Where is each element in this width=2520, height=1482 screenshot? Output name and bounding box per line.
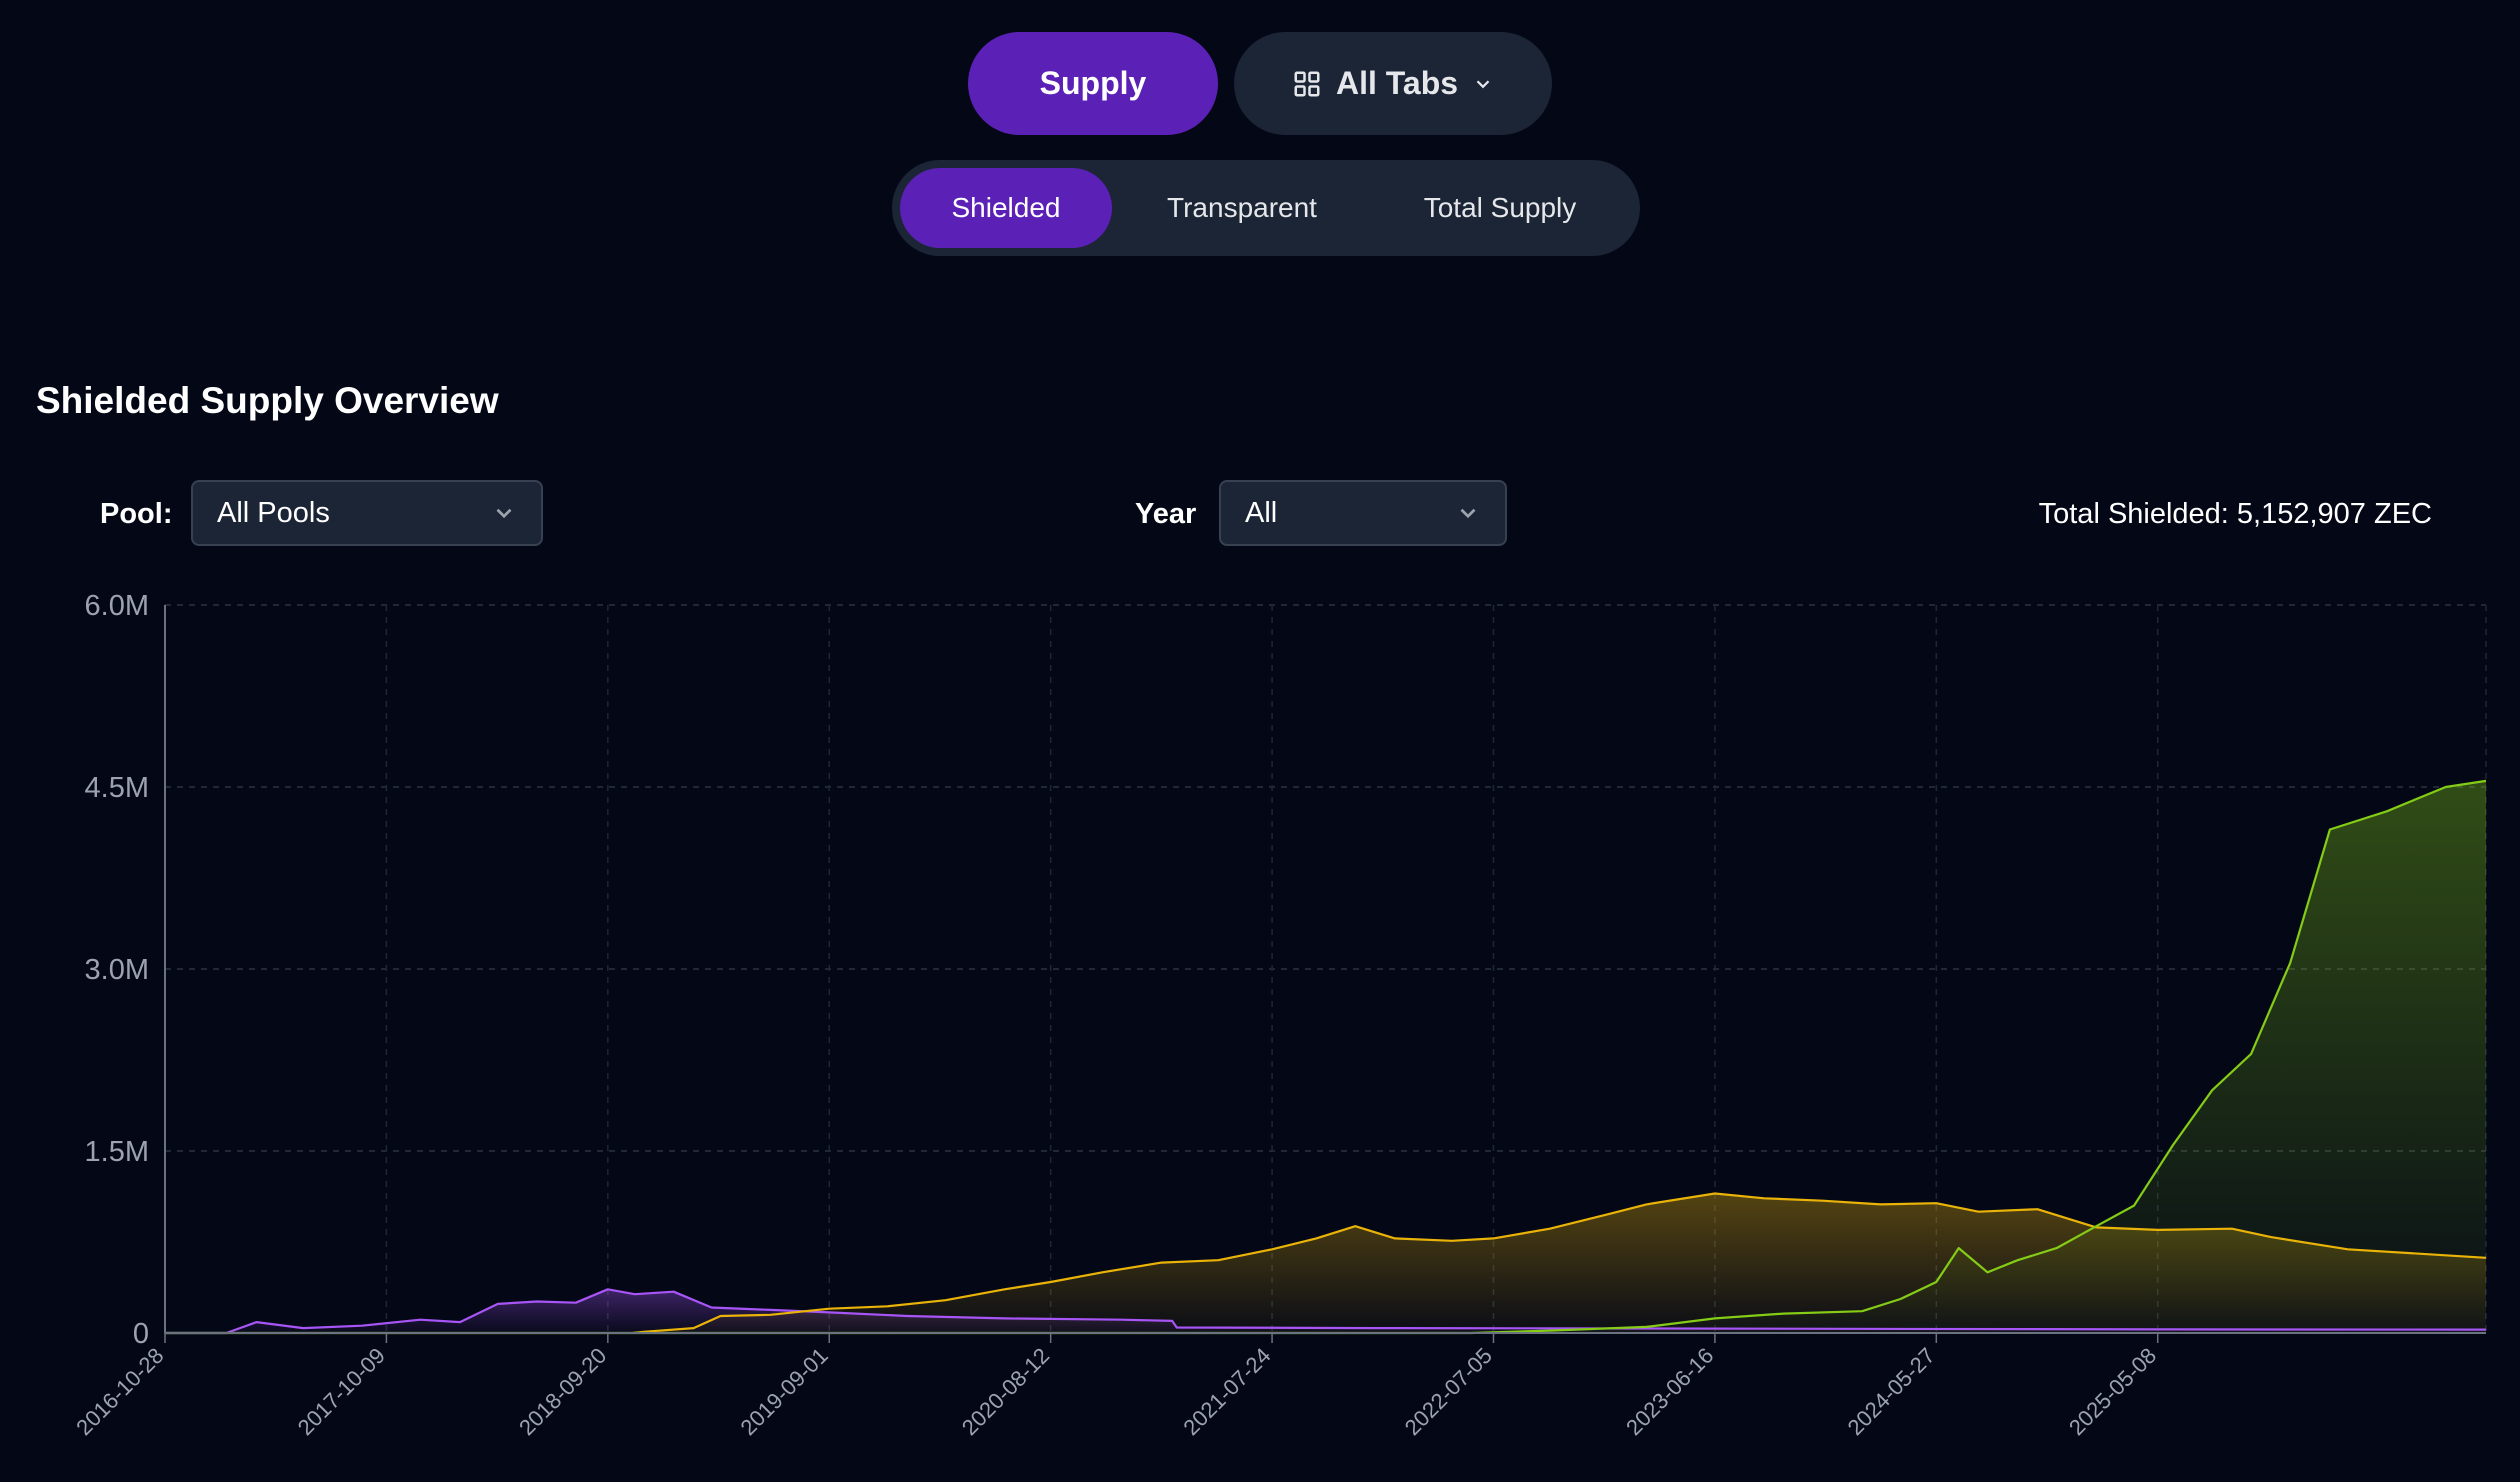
x-tick-label: 2019-09-01 [736, 1343, 833, 1440]
series-line-1 [632, 1192, 2487, 1335]
x-tick-label: 2016-10-28 [71, 1343, 168, 1440]
x-tick-label: 2025-05-08 [2064, 1343, 2161, 1440]
all-tabs-button[interactable]: All Tabs [1234, 32, 1552, 135]
x-tick-label: 2022-07-05 [1400, 1343, 1497, 1440]
series-line-0 [165, 1288, 2487, 1335]
all-tabs-label: All Tabs [1335, 65, 1459, 101]
x-tick-label: 2021-07-24 [1178, 1343, 1275, 1440]
grid-icon [1294, 71, 1320, 96]
series-line-2 [165, 779, 2487, 1335]
x-tick-label: 2020-08-12 [957, 1343, 1054, 1440]
chevron-down-icon [1460, 508, 1476, 519]
y-tick-label: 0 [133, 1318, 149, 1350]
tab-shielded[interactable]: Shielded [900, 168, 1112, 248]
section-title: Shielded Supply Overview [36, 380, 499, 421]
shielded-supply-chart: 0 1.5M 3.0M 4.5M 6.0M 2016-10-28 2017-10-09 201… [71, 590, 2487, 1440]
year-filter-label: Year [1135, 498, 1197, 530]
top-nav: Supply All Tabs [0, 32, 2520, 135]
year-select[interactable]: All [1219, 480, 1507, 546]
year-select-value: All [1245, 496, 1278, 529]
tab-total-supply[interactable]: Total Supply [1423, 192, 1577, 223]
y-tick-label: 6.0M [85, 590, 149, 622]
x-tick-label: 2024-05-27 [1843, 1343, 1940, 1440]
supply-button[interactable]: Supply [968, 32, 1218, 135]
series-area-2 [165, 780, 2486, 1333]
pool-filter-label: Pool: [100, 498, 173, 530]
tab-transparent[interactable]: Transparent [1167, 192, 1317, 223]
chevron-down-icon [496, 508, 512, 519]
total-shielded-readout: Total Shielded: 5,152,907 ZEC [2038, 498, 2432, 530]
y-tick-label: 4.5M [85, 772, 149, 804]
pool-select[interactable]: All Pools [191, 480, 543, 546]
x-tick-label: 2018-09-20 [514, 1343, 611, 1440]
pool-select-value: All Pools [217, 496, 330, 529]
x-tick-label: 2017-10-09 [293, 1343, 390, 1440]
chevron-down-icon [1476, 79, 1490, 88]
pool-type-tabs: Shielded Transparent Total Supply [892, 160, 1640, 256]
y-tick-label: 1.5M [85, 1136, 149, 1168]
y-tick-label: 3.0M [85, 954, 149, 986]
x-tick-label: 2023-06-16 [1621, 1343, 1718, 1440]
